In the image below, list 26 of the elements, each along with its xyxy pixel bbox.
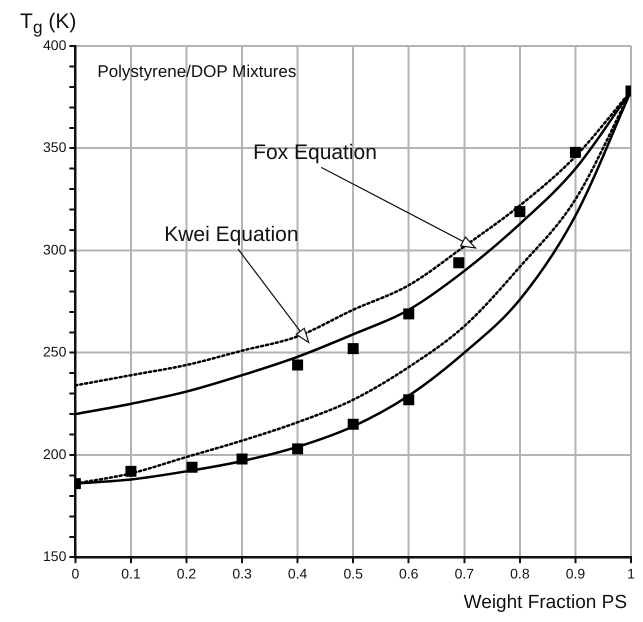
point	[453, 257, 464, 268]
point	[292, 359, 304, 370]
x-tick-label: 0.5	[343, 565, 364, 582]
y-tick-label: 150	[43, 548, 67, 564]
x-tick-label: 0.3	[232, 565, 252, 582]
point	[348, 343, 359, 354]
x-tick-label: 0.9	[566, 565, 586, 582]
x-tick-label: 0.7	[454, 565, 474, 582]
y-tick-label: 200	[43, 446, 67, 462]
x-tick-label: 0.6	[399, 565, 419, 582]
point	[514, 206, 526, 218]
x-tick-label: 0.4	[288, 565, 308, 582]
y-tick-label: 250	[43, 344, 67, 360]
x-tick-label: 0	[71, 565, 80, 582]
text: Polystyrene/DOP Mixtures	[97, 62, 296, 82]
x-tick-label: 0.8	[510, 565, 530, 582]
x-tick-label: 0.2	[176, 565, 196, 582]
y-axis-title: T$_{g}$ (K)	[20, 10, 76, 38]
y-tick-label: 350	[43, 139, 67, 156]
x-axis-title: Weight Fraction PS	[464, 592, 627, 614]
x-tick-label: 0.1	[121, 565, 141, 582]
y-tick-label: 300	[43, 241, 67, 258]
annotation: Kwei Equation	[164, 222, 299, 246]
y-tick-label: 400	[43, 36, 67, 53]
x-tick-label: 1	[627, 565, 636, 582]
annotation: Fox Equation	[253, 141, 377, 164]
